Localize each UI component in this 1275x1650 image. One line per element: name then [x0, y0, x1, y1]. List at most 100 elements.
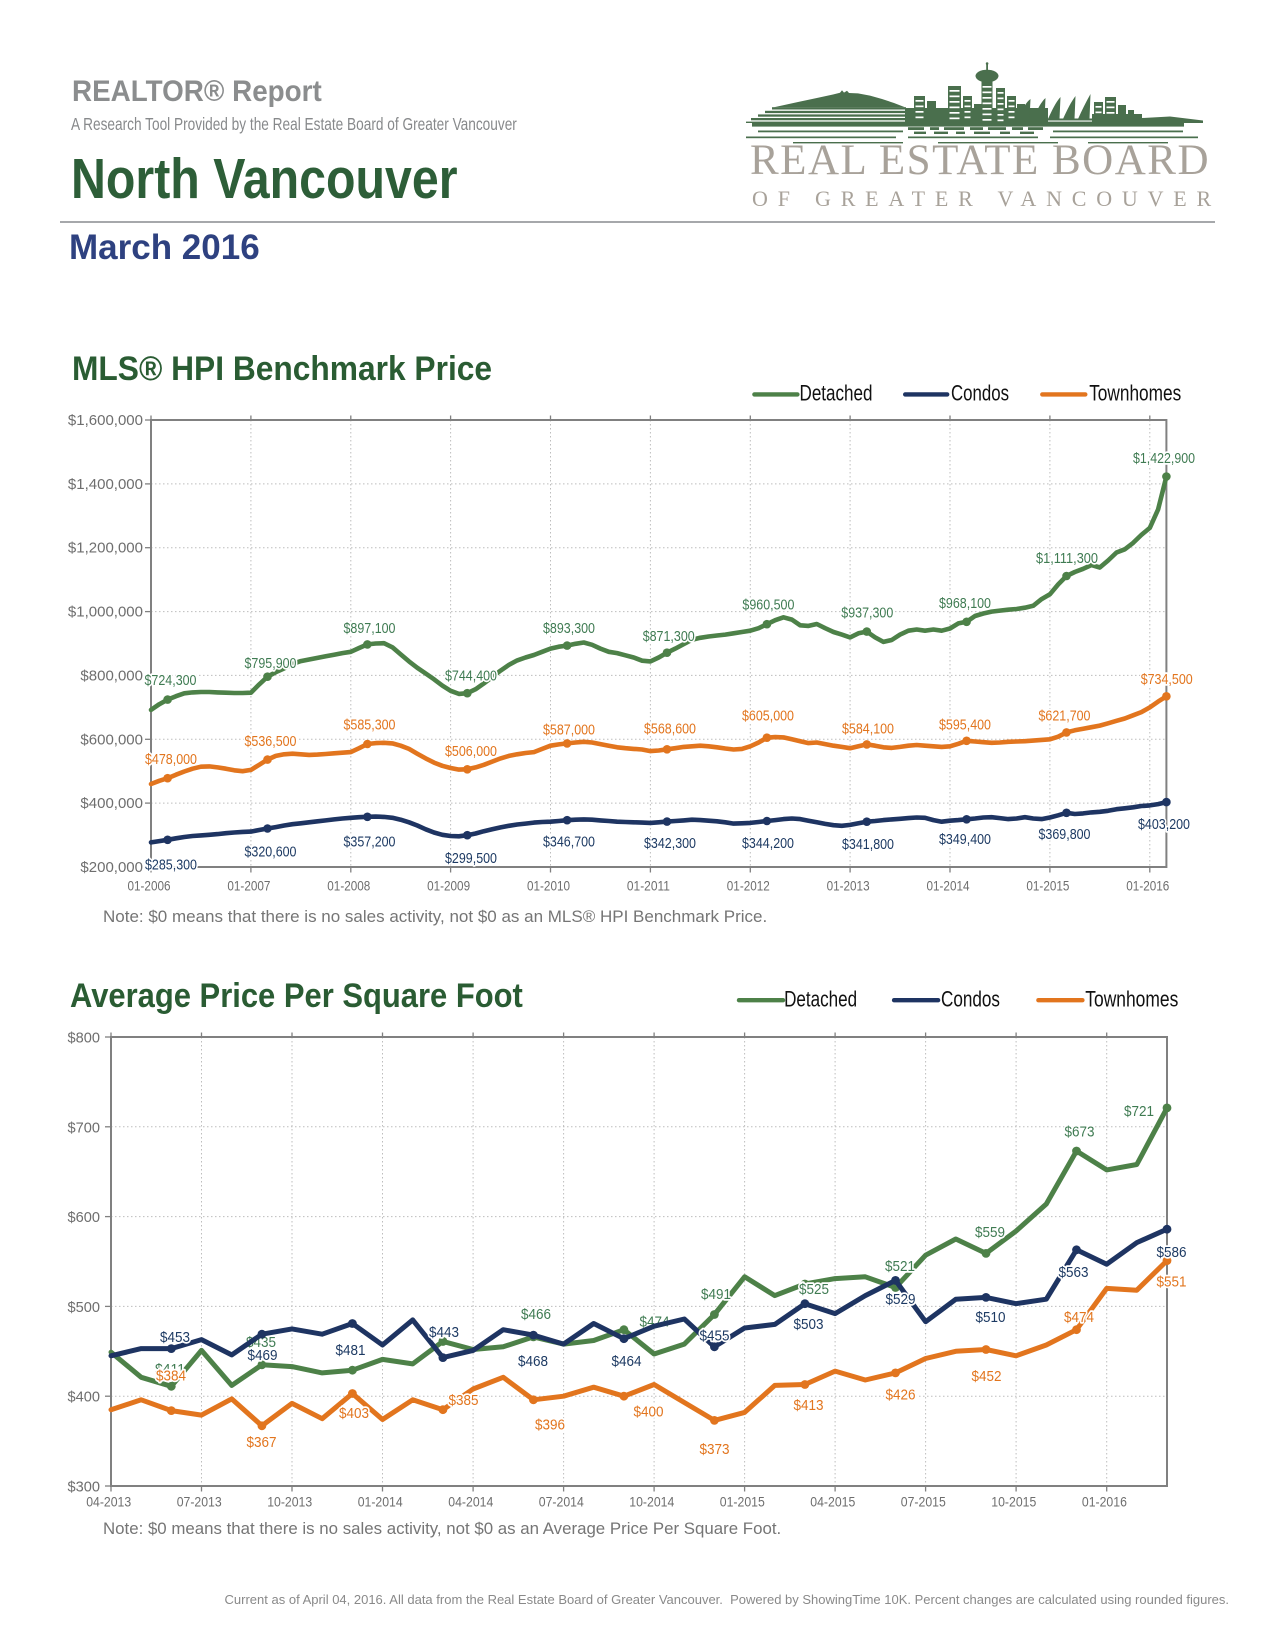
svg-text:$584,100: $584,100	[842, 722, 894, 738]
svg-text:$937,300: $937,300	[841, 606, 893, 622]
svg-text:$344,200: $344,200	[742, 836, 794, 852]
svg-text:01-2014: 01-2014	[927, 878, 970, 894]
svg-text:$443: $443	[429, 1325, 459, 1341]
svg-text:$600,000: $600,000	[80, 731, 143, 748]
svg-text:$400: $400	[68, 1390, 100, 1406]
svg-text:$800,000: $800,000	[80, 667, 143, 684]
svg-text:$559: $559	[975, 1225, 1005, 1241]
svg-text:$469: $469	[248, 1348, 278, 1364]
svg-text:01-2015: 01-2015	[720, 1493, 765, 1509]
svg-text:$673: $673	[1065, 1125, 1095, 1141]
svg-text:$744,400: $744,400	[445, 669, 497, 685]
svg-text:01-2013: 01-2013	[827, 878, 870, 894]
svg-text:01-2016: 01-2016	[1082, 1493, 1127, 1509]
svg-text:$455: $455	[700, 1329, 730, 1345]
svg-text:$299,500: $299,500	[445, 851, 497, 867]
svg-text:01-2016: 01-2016	[1126, 878, 1169, 894]
svg-text:$568,600: $568,600	[644, 722, 696, 738]
svg-text:$320,600: $320,600	[245, 845, 297, 861]
svg-text:01-2012: 01-2012	[727, 878, 770, 894]
svg-text:$1,111,300: $1,111,300	[1036, 551, 1098, 567]
svg-text:01-2008: 01-2008	[327, 878, 370, 894]
svg-text:$1,000,000: $1,000,000	[68, 604, 143, 621]
svg-text:01-2009: 01-2009	[427, 878, 470, 894]
svg-text:$452: $452	[972, 1369, 1002, 1385]
svg-text:$426: $426	[886, 1388, 916, 1404]
svg-text:01-2011: 01-2011	[627, 878, 670, 894]
svg-text:$587,000: $587,000	[543, 723, 595, 739]
svg-text:$396: $396	[535, 1418, 565, 1434]
svg-text:$500: $500	[68, 1300, 100, 1316]
svg-text:04-2014: 04-2014	[448, 1493, 493, 1509]
svg-text:10-2014: 10-2014	[629, 1493, 674, 1509]
svg-text:$510: $510	[976, 1310, 1006, 1326]
svg-text:Detached: Detached	[800, 381, 873, 406]
svg-text:$586: $586	[1157, 1245, 1187, 1261]
svg-text:$600: $600	[68, 1210, 100, 1226]
svg-text:10-2015: 10-2015	[991, 1493, 1036, 1509]
svg-text:$478,000: $478,000	[145, 752, 197, 768]
svg-text:$960,500: $960,500	[742, 598, 794, 614]
svg-text:01-2007: 01-2007	[227, 878, 270, 894]
svg-text:$897,100: $897,100	[344, 621, 396, 637]
svg-text:$384: $384	[156, 1369, 186, 1385]
svg-text:$342,300: $342,300	[644, 836, 696, 852]
svg-text:OF GREATER VANCOUVER: OF GREATER VANCOUVER	[752, 186, 1218, 211]
svg-text:Detached: Detached	[784, 987, 857, 1012]
svg-text:REAL ESTATE BOARD: REAL ESTATE BOARD	[750, 137, 1210, 184]
svg-text:$724,300: $724,300	[145, 673, 197, 689]
svg-text:$700: $700	[68, 1120, 100, 1136]
svg-text:$385: $385	[449, 1393, 479, 1409]
svg-text:$453: $453	[160, 1330, 190, 1346]
svg-text:$464: $464	[612, 1354, 642, 1370]
svg-text:$503: $503	[794, 1317, 824, 1333]
svg-text:10-2013: 10-2013	[267, 1493, 312, 1509]
svg-text:$341,800: $341,800	[842, 837, 894, 853]
svg-text:$491: $491	[701, 1287, 731, 1303]
svg-text:$551: $551	[1157, 1275, 1187, 1291]
svg-text:01-2006: 01-2006	[128, 878, 171, 894]
svg-text:$400: $400	[634, 1405, 664, 1421]
svg-text:07-2014: 07-2014	[539, 1493, 584, 1509]
svg-text:01-2010: 01-2010	[527, 878, 570, 894]
svg-text:$466: $466	[521, 1307, 551, 1323]
svg-text:$357,200: $357,200	[344, 835, 396, 851]
svg-text:$403: $403	[339, 1406, 369, 1422]
svg-text:$369,800: $369,800	[1039, 827, 1091, 843]
svg-text:$413: $413	[794, 1398, 824, 1414]
svg-text:$795,900: $795,900	[245, 656, 297, 672]
svg-text:07-2013: 07-2013	[177, 1493, 222, 1509]
svg-text:$734,500: $734,500	[1141, 672, 1193, 688]
svg-text:Townhomes: Townhomes	[1089, 381, 1181, 406]
svg-text:$721: $721	[1124, 1104, 1154, 1120]
svg-text:$621,700: $621,700	[1039, 709, 1091, 725]
svg-text:$1,400,000: $1,400,000	[68, 476, 143, 493]
svg-text:$800: $800	[68, 1031, 100, 1047]
svg-text:$521: $521	[885, 1259, 915, 1275]
svg-text:$481: $481	[336, 1343, 366, 1359]
svg-text:$367: $367	[247, 1435, 277, 1451]
svg-text:01-2014: 01-2014	[358, 1493, 403, 1509]
svg-text:Townhomes: Townhomes	[1085, 987, 1178, 1012]
svg-text:$468: $468	[518, 1354, 548, 1370]
svg-text:$400,000: $400,000	[80, 795, 143, 812]
svg-text:07-2015: 07-2015	[901, 1493, 946, 1509]
svg-text:$529: $529	[886, 1292, 916, 1308]
svg-text:Condos: Condos	[951, 381, 1009, 406]
svg-text:$595,400: $595,400	[939, 718, 991, 734]
svg-text:$968,100: $968,100	[939, 596, 991, 612]
svg-text:$585,300: $585,300	[344, 718, 396, 734]
svg-text:$474: $474	[1064, 1310, 1094, 1326]
svg-text:$893,300: $893,300	[543, 621, 595, 637]
svg-text:$200,000: $200,000	[80, 859, 143, 876]
svg-text:$1,600,000: $1,600,000	[68, 412, 143, 429]
svg-text:$411: $411	[155, 1362, 185, 1378]
svg-text:$349,400: $349,400	[939, 832, 991, 848]
svg-text:Condos: Condos	[941, 987, 1000, 1012]
svg-text:$373: $373	[700, 1442, 730, 1458]
svg-text:$285,300: $285,300	[145, 858, 197, 874]
svg-text:$871,300: $871,300	[643, 629, 695, 645]
svg-text:$506,000: $506,000	[445, 744, 497, 760]
svg-text:$1,422,900: $1,422,900	[1133, 451, 1195, 467]
svg-text:$563: $563	[1059, 1265, 1089, 1281]
